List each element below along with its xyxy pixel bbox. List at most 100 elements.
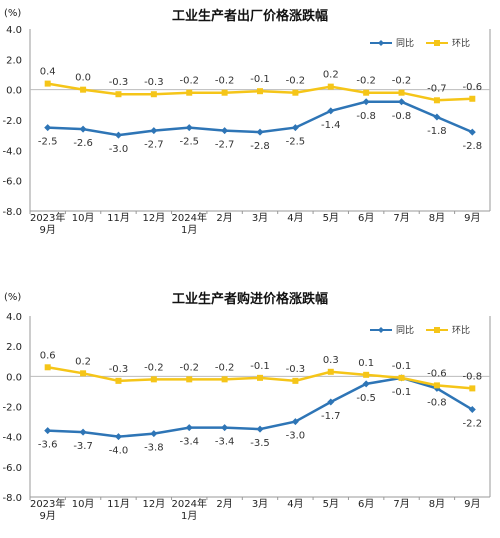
- data-point-mom: [433, 97, 440, 104]
- y-tick-label: 2.0: [6, 55, 22, 66]
- data-point-yoy: [291, 418, 299, 426]
- data-point-mom: [363, 371, 370, 378]
- data-label-mom: 0.3: [323, 355, 339, 366]
- data-label-mom: 0.4: [40, 67, 56, 78]
- x-tick-label: 2024年: [172, 497, 207, 510]
- data-label-mom: -0.2: [215, 76, 235, 87]
- y-tick-label: -6.0: [2, 177, 22, 188]
- data-label-yoy: -0.5: [356, 393, 376, 404]
- legend: 同比 环比: [370, 37, 470, 49]
- data-label-yoy: -3.8: [144, 443, 164, 454]
- x-tick-label: 4月: [287, 212, 303, 224]
- data-label-mom: -0.6: [427, 368, 447, 379]
- data-point-mom: [44, 364, 51, 371]
- data-point-yoy: [327, 398, 335, 406]
- data-point-yoy: [433, 384, 441, 392]
- data-label-mom: -0.2: [179, 76, 199, 87]
- data-label-yoy: -4.0: [109, 446, 129, 457]
- x-tick-label: 11月: [107, 212, 130, 224]
- data-label-mom: -0.2: [356, 76, 376, 87]
- data-label-mom: -0.2: [215, 362, 235, 373]
- y-tick-label: -8.0: [2, 493, 22, 504]
- x-tick-label: 4月: [287, 498, 303, 510]
- legend-marker-mom: [434, 327, 440, 333]
- data-point-mom: [150, 91, 157, 98]
- data-point-mom: [150, 376, 157, 383]
- data-label-yoy: -3.0: [109, 144, 129, 155]
- chart-purchase-price-svg: (%) 工业生产者购进价格涨跌幅 同比 环比 4.0 2.0 0.0 -2.0 -4.0…: [2, 291, 491, 522]
- x-tick-label: 8月: [429, 212, 445, 224]
- x-tick-label: 8月: [429, 498, 445, 510]
- x-tick-label: 12月: [142, 212, 165, 224]
- x-tick-label: 7月: [393, 212, 409, 224]
- data-point-mom: [327, 83, 334, 90]
- y-tick-label: -2.0: [2, 116, 22, 127]
- data-label-yoy: -2.6: [73, 138, 93, 149]
- data-point-yoy: [468, 128, 476, 136]
- chart-purchase-price: (%) 工业生产者购进价格涨跌幅 同比 环比 4.0 2.0 0.0 -2.0 -4.0…: [0, 267, 500, 534]
- data-label-yoy: -2.8: [463, 141, 483, 152]
- legend-label-yoy: 同比: [396, 37, 414, 49]
- x-tick-label: 6月: [358, 498, 374, 510]
- data-label-yoy: -0.8: [427, 397, 447, 408]
- data-point-mom: [115, 377, 122, 384]
- y-tick-label: -4.0: [2, 433, 22, 444]
- data-point-mom: [292, 377, 299, 384]
- x-tick-label: 6月: [358, 212, 374, 224]
- data-label-yoy: -3.4: [179, 437, 199, 448]
- data-point-mom: [398, 374, 405, 381]
- x-tick-label: 2月: [216, 212, 232, 224]
- x-tick-label: 2023年: [30, 211, 65, 224]
- data-point-yoy: [327, 107, 335, 115]
- data-label-yoy: -1.8: [427, 126, 447, 137]
- data-label-mom: -0.1: [392, 361, 412, 372]
- data-label-mom: 0.0: [75, 73, 91, 84]
- data-label-yoy: -3.5: [250, 438, 270, 449]
- x-tick-label: 3月: [252, 498, 268, 510]
- data-label-yoy: -2.8: [250, 141, 270, 152]
- legend-marker-yoy: [378, 327, 384, 333]
- x-tick-label: 11月: [107, 498, 130, 510]
- data-point-yoy: [433, 113, 441, 121]
- y-tick-label: -8.0: [2, 207, 22, 218]
- legend-marker-yoy: [378, 40, 384, 46]
- data-point-mom: [80, 86, 87, 93]
- y-unit: (%): [4, 8, 21, 19]
- data-point-mom: [257, 374, 263, 381]
- data-point-yoy: [468, 406, 476, 414]
- data-label-yoy: -1.7: [321, 411, 341, 422]
- data-point-mom: [292, 89, 299, 96]
- x-tick-label: 1月: [181, 510, 197, 522]
- data-point-yoy: [362, 380, 370, 388]
- data-point-mom: [398, 89, 405, 96]
- data-point-yoy: [114, 131, 122, 139]
- data-label-mom: -0.3: [144, 77, 164, 88]
- data-label-yoy: -2.7: [215, 140, 235, 151]
- chart-title: 工业生产者购进价格涨跌幅: [172, 291, 328, 307]
- data-label-yoy: -0.8: [356, 111, 376, 122]
- y-tick-label: 4.0: [6, 25, 22, 36]
- data-label-yoy: -0.1: [392, 387, 412, 398]
- y-tick-label: 0.0: [6, 372, 22, 383]
- x-tick-label: 9月: [40, 224, 56, 236]
- data-point-mom: [469, 95, 476, 102]
- data-point-yoy: [185, 124, 193, 132]
- y-unit: (%): [4, 292, 21, 303]
- data-point-yoy: [256, 128, 264, 136]
- data-point-yoy: [256, 425, 264, 433]
- data-label-yoy: -3.4: [215, 437, 235, 448]
- data-label-yoy: -0.8: [392, 111, 412, 122]
- y-tick-label: 2.0: [6, 342, 22, 353]
- x-tick-label: 10月: [72, 212, 95, 224]
- data-label-yoy: -3.6: [38, 440, 58, 451]
- x-tick-label: 12月: [142, 498, 165, 510]
- data-point-yoy: [362, 98, 370, 106]
- data-point-yoy: [185, 424, 193, 432]
- legend: 同比 环比: [370, 324, 470, 336]
- data-point-yoy: [114, 433, 122, 441]
- data-point-mom: [221, 376, 228, 383]
- data-label-mom: 0.6: [40, 350, 56, 361]
- data-label-mom: -0.1: [250, 361, 270, 372]
- data-label-mom: -0.6: [463, 82, 483, 93]
